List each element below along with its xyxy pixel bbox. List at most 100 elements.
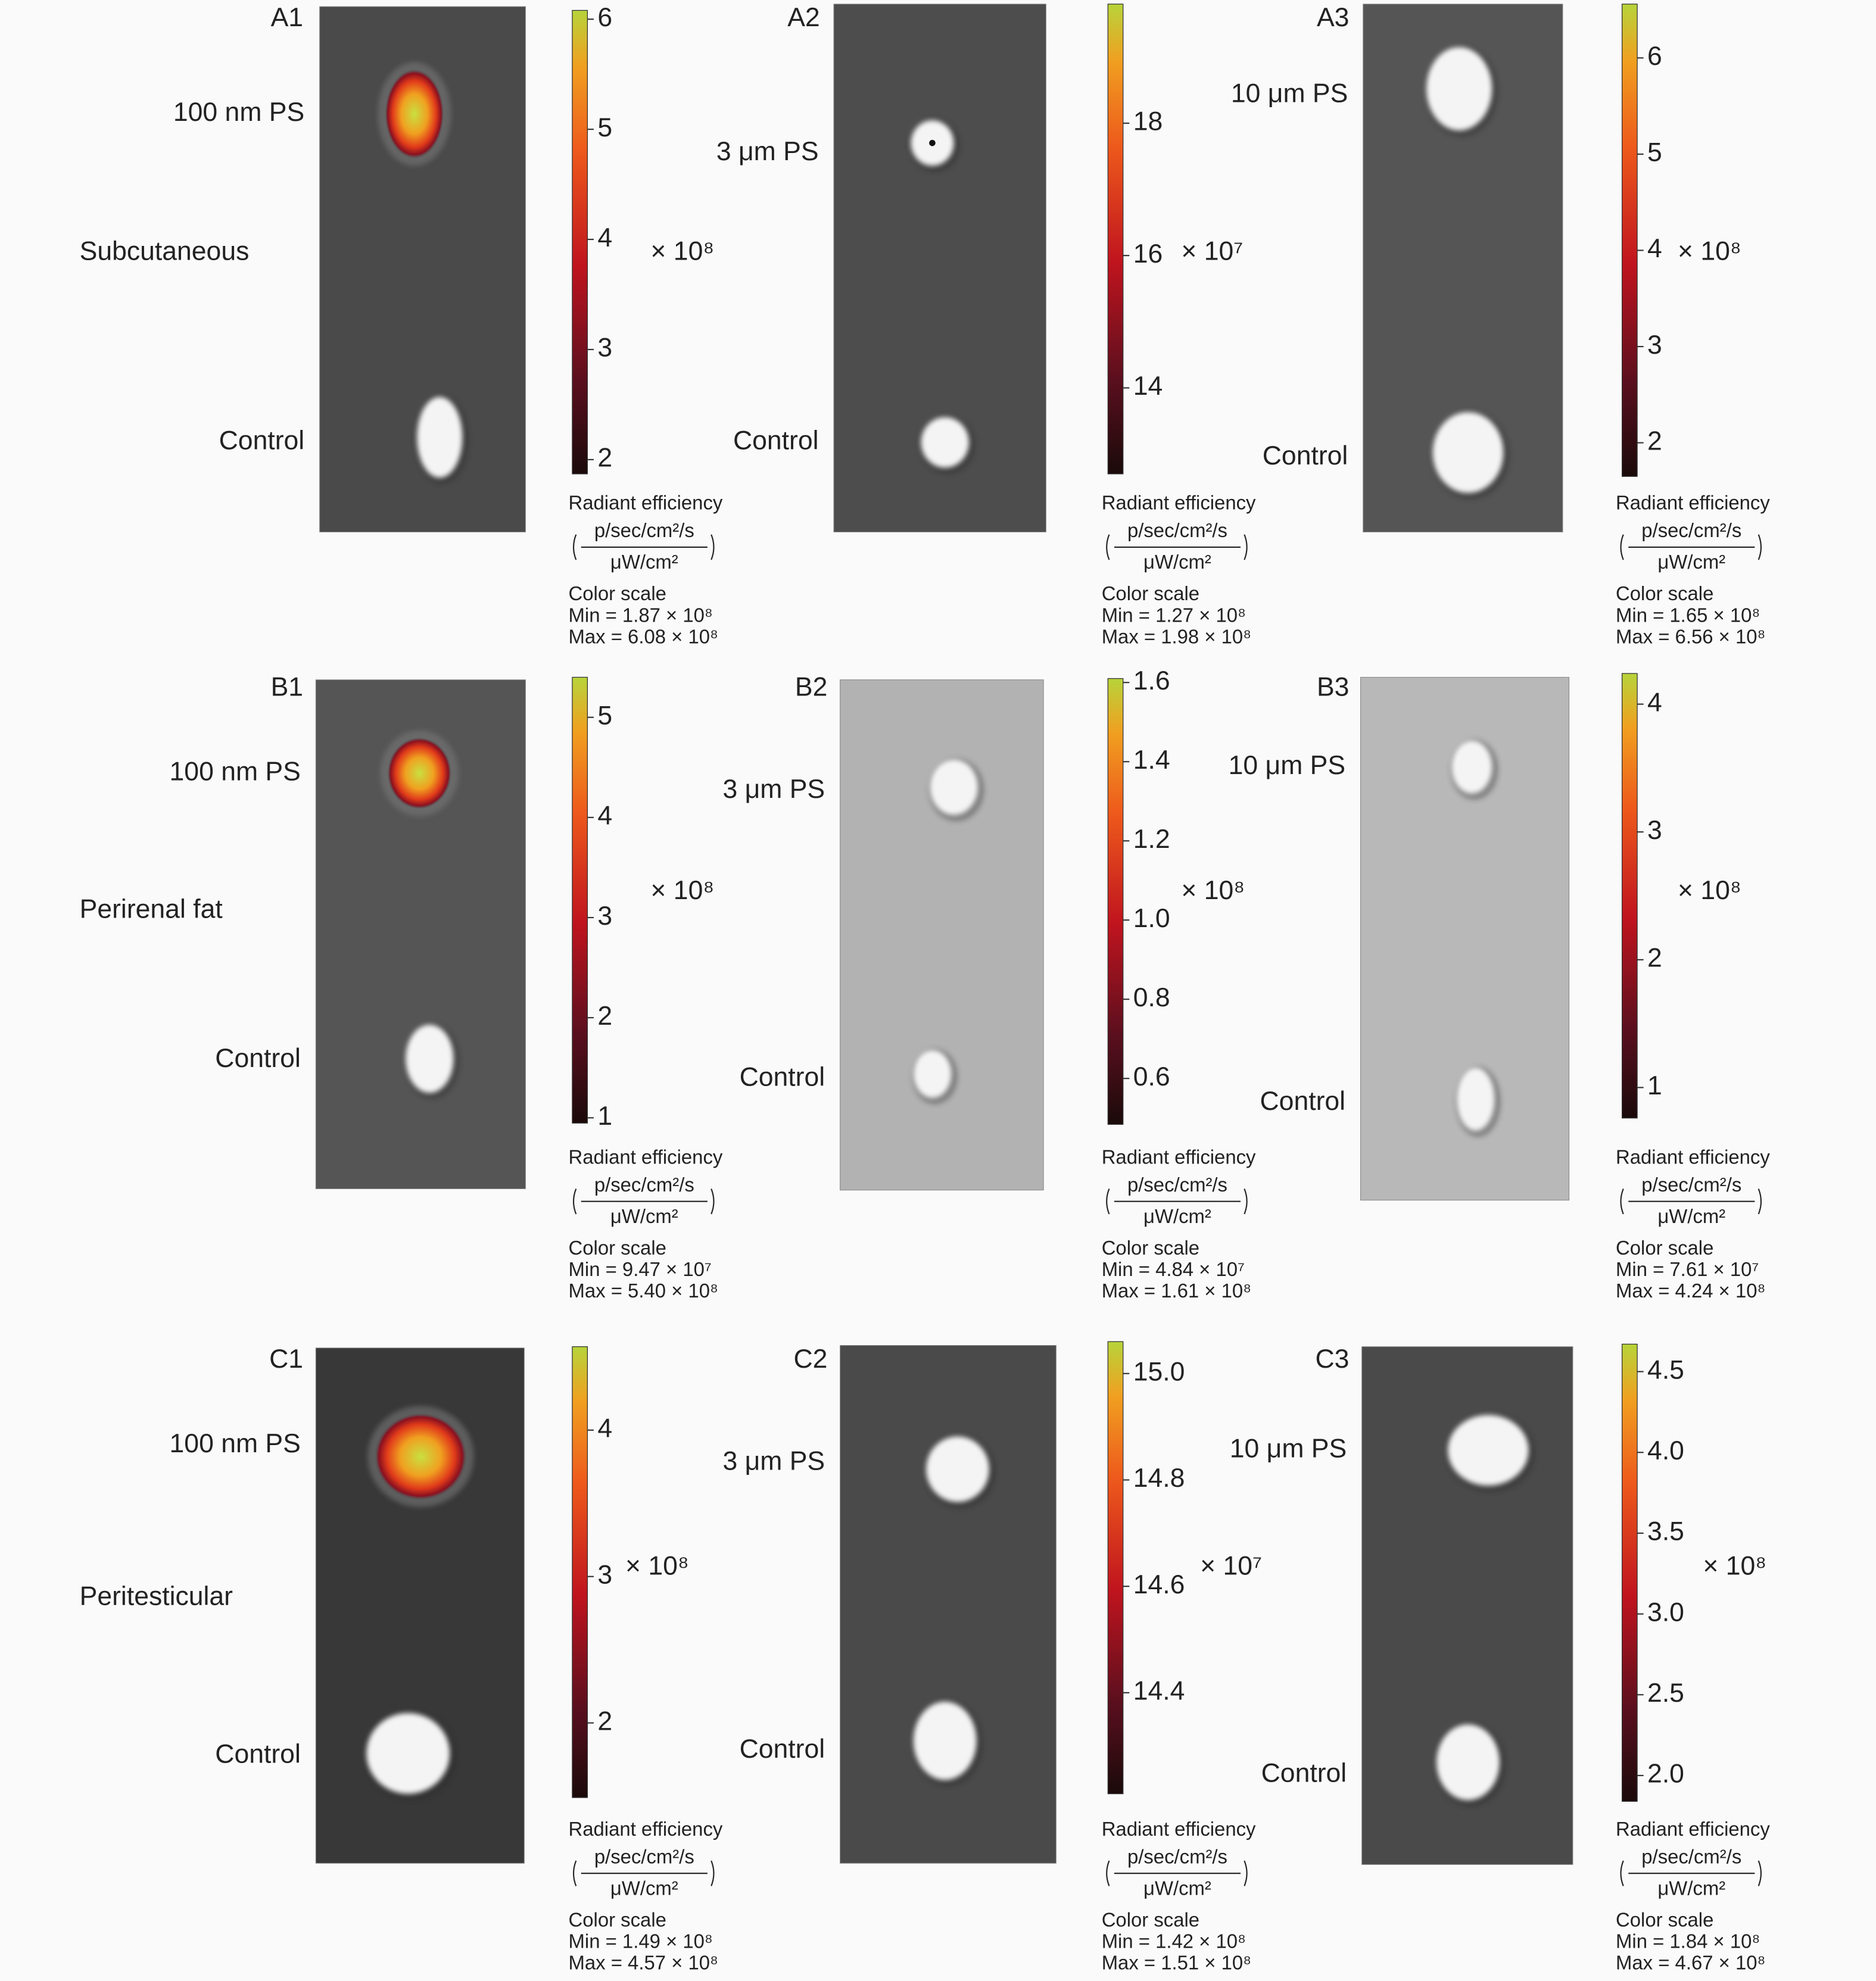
control-spot <box>913 1701 977 1780</box>
sample-label: 3 μm PS <box>716 137 819 166</box>
tick-label: 1.6 <box>1133 666 1170 695</box>
tick-label: 2 <box>597 1002 612 1031</box>
unit-numerator: p/sec/cm²/s <box>1127 1174 1227 1196</box>
tick-label: 5 <box>597 701 612 730</box>
sample-label: 10 μm PS <box>1231 79 1348 108</box>
colorbar-title: Radiant efficiency <box>569 1146 723 1168</box>
paren-left <box>572 1860 577 1886</box>
colorbar <box>572 676 588 1124</box>
color-scale-title: Color scale <box>1102 582 1199 604</box>
control-label: Control <box>215 1044 301 1073</box>
control-label: Control <box>1260 1087 1346 1116</box>
control-label: Control <box>733 426 819 456</box>
control-label: Control <box>219 426 305 456</box>
unit-numerator: p/sec/cm²/s <box>594 1845 694 1867</box>
row-label: Perirenal fat <box>80 895 223 924</box>
control-label: Control <box>1263 441 1348 470</box>
color-scale-title: Color scale <box>1616 1909 1713 1931</box>
tick-label: 1.2 <box>1133 825 1170 854</box>
tick-label: 14 <box>1133 372 1163 401</box>
paren-right <box>1244 1860 1248 1886</box>
colorbar <box>1621 673 1638 1119</box>
tick-label: 0.6 <box>1133 1062 1170 1091</box>
tick-label: 4 <box>1647 234 1662 263</box>
control-spot <box>1432 411 1504 493</box>
row-label: Subcutaneous <box>80 236 250 266</box>
tick-label: 15.0 <box>1133 1358 1185 1387</box>
sample-label: 100 nm PS <box>173 98 304 127</box>
panel-label: C3 <box>1316 1344 1350 1374</box>
panel-label: C1 <box>269 1344 303 1374</box>
panel-label: C2 <box>793 1344 827 1374</box>
paren-right <box>710 1188 715 1215</box>
tick-label: 6 <box>1647 42 1662 71</box>
min-text: Min = 1.87 × 10⁸ <box>569 604 713 626</box>
unit-denominator: μW/cm² <box>610 1877 678 1899</box>
colorbar <box>1107 4 1124 475</box>
colorbar-title: Radiant efficiency <box>569 492 723 514</box>
unit-denominator: μW/cm² <box>610 551 678 573</box>
panel-label: A2 <box>787 3 819 32</box>
sample-label: 3 μm PS <box>722 775 825 804</box>
tick-label: 3.5 <box>1647 1517 1684 1546</box>
paren-right <box>1244 534 1248 560</box>
tick-label: 1.0 <box>1133 904 1170 933</box>
max-text: Max = 1.98 × 10⁸ <box>1102 625 1251 647</box>
sample-spot <box>1447 1415 1529 1486</box>
multiplier: × 10⁸ <box>1703 1552 1766 1581</box>
sample-spot <box>925 1436 989 1502</box>
colorbar <box>572 1346 588 1798</box>
panel-label: B2 <box>795 672 827 701</box>
paren-left <box>1106 534 1110 560</box>
colorbar-title: Radiant efficiency <box>569 1818 723 1840</box>
colorbar-title: Radiant efficiency <box>1616 1146 1770 1168</box>
tick-label: 5 <box>1647 138 1662 167</box>
tick-label: 3.0 <box>1647 1598 1684 1627</box>
colorbar <box>1107 678 1124 1125</box>
paren-right <box>1757 1188 1762 1215</box>
sample-label: 10 μm PS <box>1230 1434 1347 1463</box>
min-text: Min = 4.84 × 10⁷ <box>1102 1258 1245 1280</box>
tick-label: 4 <box>1647 688 1662 717</box>
unit-denominator: μW/cm² <box>1143 551 1211 573</box>
paren-left <box>1620 534 1624 560</box>
sample-label: 100 nm PS <box>170 757 301 786</box>
tick-label: 4 <box>597 801 612 831</box>
min-text: Min = 1.84 × 10⁸ <box>1616 1930 1760 1952</box>
tick-label: 3 <box>597 1560 612 1589</box>
min-text: Min = 1.42 × 10⁸ <box>1102 1930 1246 1952</box>
tick-label: 14.4 <box>1133 1677 1185 1706</box>
control-spot <box>921 417 969 468</box>
max-text: Max = 4.57 × 10⁸ <box>569 1952 718 1974</box>
colorbar-title: Radiant efficiency <box>1616 1818 1770 1840</box>
control-label: Control <box>215 1740 301 1769</box>
max-text: Max = 1.61 × 10⁸ <box>1102 1280 1251 1302</box>
max-text: Max = 6.56 × 10⁸ <box>1616 625 1765 647</box>
tick-label: 14.6 <box>1133 1570 1185 1599</box>
max-text: Max = 4.67 × 10⁸ <box>1616 1952 1765 1974</box>
tick-label: 6 <box>597 3 612 32</box>
colorbar-title: Radiant efficiency <box>1102 1818 1256 1840</box>
specimen-image <box>840 679 1044 1191</box>
panel-label: B3 <box>1317 672 1349 701</box>
control-spot <box>417 397 463 478</box>
min-text: Min = 1.49 × 10⁸ <box>569 1930 713 1952</box>
color-scale-title: Color scale <box>1102 1237 1199 1259</box>
colorbar <box>1621 1343 1638 1802</box>
tick-label: 3 <box>1647 816 1662 845</box>
control-spot <box>913 1050 952 1098</box>
min-text: Min = 9.47 × 10⁷ <box>569 1258 712 1280</box>
unit-denominator: μW/cm² <box>1657 1205 1725 1227</box>
multiplier: × 10⁸ <box>1678 876 1741 905</box>
control-spot <box>405 1024 454 1093</box>
unit-denominator: μW/cm² <box>1143 1205 1211 1227</box>
dot <box>929 139 936 146</box>
colorbar <box>1107 1341 1124 1795</box>
tick-label: 18 <box>1133 107 1163 136</box>
tick-label: 2 <box>597 1707 612 1736</box>
tick-label: 2 <box>1647 944 1662 973</box>
unit-numerator: p/sec/cm²/s <box>1641 1174 1741 1196</box>
unit-denominator: μW/cm² <box>1143 1877 1211 1899</box>
sample-spot <box>388 738 451 809</box>
max-text: Max = 1.51 × 10⁸ <box>1102 1952 1251 1974</box>
